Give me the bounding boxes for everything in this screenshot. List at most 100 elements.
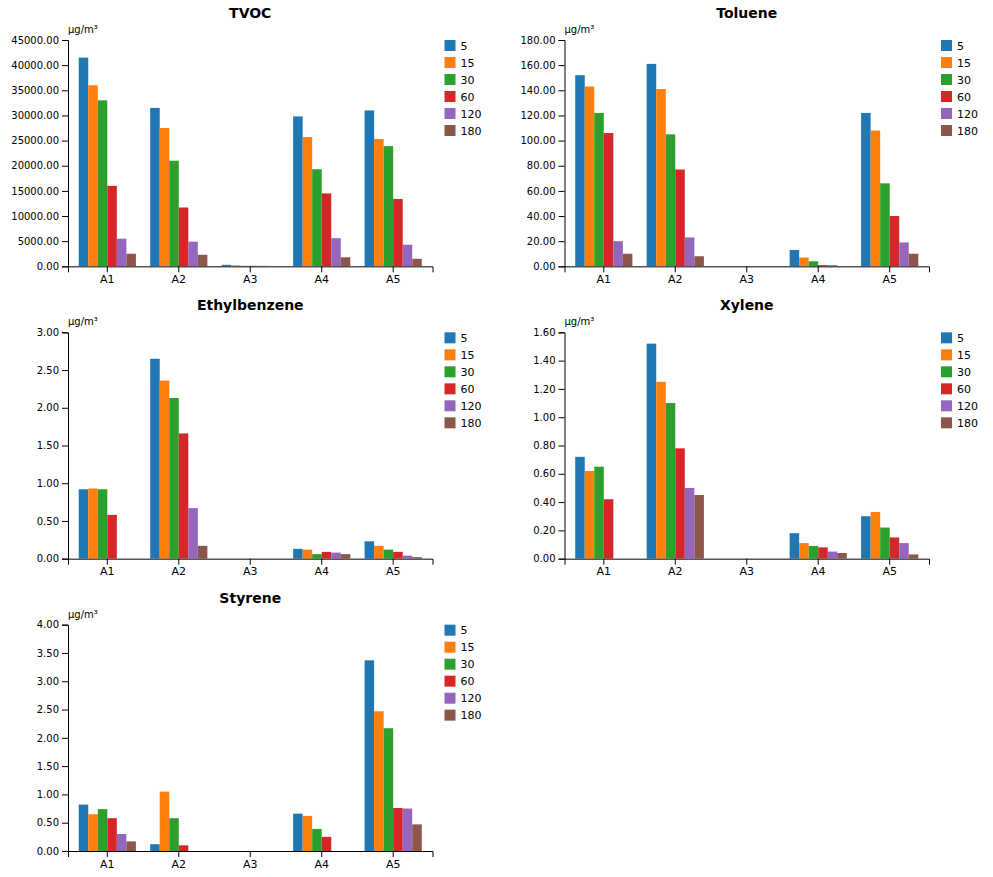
legend-swatch (445, 57, 456, 68)
bar (880, 183, 890, 266)
tick-mark (321, 851, 322, 857)
bar (160, 381, 170, 559)
tick-label: 4.00 (37, 619, 59, 630)
legend-item: 15 (941, 57, 971, 70)
tick-mark (62, 216, 68, 217)
bar (374, 139, 384, 266)
tick-mark (107, 851, 108, 857)
bar (756, 266, 766, 267)
series (575, 344, 870, 559)
tick-label: A1 (100, 858, 115, 871)
tick: A3 (243, 266, 258, 286)
bar (799, 258, 809, 267)
tick: 100.00 (521, 135, 565, 146)
legend-swatch (445, 417, 456, 428)
bar (403, 245, 413, 267)
legend-item: 180 (445, 709, 482, 722)
x-axis: A1A2A3A4A5 (565, 266, 930, 286)
series (694, 495, 918, 559)
tick-label: 3.00 (37, 327, 59, 338)
bar (365, 110, 375, 266)
tick-mark (559, 361, 565, 362)
legend-label: 5 (461, 40, 468, 53)
figure: 0.005000.0010000.0015000.0020000.0025000… (0, 0, 993, 877)
tick-mark (62, 266, 68, 267)
series (585, 382, 880, 559)
tick-mark (321, 266, 322, 272)
bar (412, 557, 422, 559)
bar (890, 216, 900, 266)
bar (241, 851, 251, 852)
series (685, 488, 909, 559)
axis-line (69, 267, 434, 273)
legend-item: 5 (445, 624, 468, 637)
legend-item: 30 (941, 74, 971, 87)
bar (790, 533, 800, 558)
tick-mark (559, 216, 565, 217)
chart: 0.005000.0010000.0015000.0020000.0025000… (11, 5, 481, 286)
series (623, 254, 918, 267)
bar (393, 808, 403, 851)
tick-label: 35000.00 (11, 85, 59, 96)
chart: 0.000.501.001.502.002.503.003.504.00A1A2… (37, 590, 482, 871)
tick: A3 (243, 559, 258, 579)
axis-title: μg/m³ (68, 609, 98, 620)
bar (756, 558, 766, 559)
tick-label: A3 (243, 858, 258, 871)
tick-label: 45000.00 (11, 35, 59, 46)
bar (169, 398, 179, 559)
bar (594, 113, 604, 266)
y-axis: 0.000.501.001.502.002.503.003.504.00 (37, 619, 69, 856)
tick-label: 3.50 (37, 648, 59, 659)
axis-line (559, 41, 566, 267)
tick-label: A2 (668, 565, 683, 578)
legend-item: 5 (941, 332, 964, 345)
tick: A4 (811, 559, 826, 579)
tick-label: 5000.00 (18, 236, 59, 247)
tick-label: 1.20 (533, 384, 555, 395)
tick-mark (559, 266, 565, 267)
legend-swatch (941, 40, 952, 51)
tick: 0.60 (533, 468, 564, 479)
tick-mark (62, 40, 68, 41)
tick-label: 0.60 (533, 468, 555, 479)
bar (241, 265, 251, 266)
series (594, 113, 889, 266)
axis-line (565, 559, 930, 565)
title: Toluene (716, 5, 777, 21)
bar (231, 558, 241, 559)
chart: 0.000.501.001.502.002.503.00A1A2A3A4A5Et… (37, 297, 482, 578)
bar (575, 75, 585, 266)
bar (412, 824, 422, 851)
bar (312, 554, 322, 559)
bar (685, 237, 695, 266)
bar (79, 805, 89, 851)
legend-swatch (941, 57, 952, 68)
legend-item: 180 (941, 125, 978, 138)
tick: 180.00 (521, 35, 565, 46)
bar (150, 359, 160, 559)
legend-label: 180 (957, 125, 978, 138)
tick-label: A4 (811, 565, 826, 578)
tick: 160.00 (521, 60, 565, 71)
bar (613, 558, 623, 559)
tick: A2 (172, 851, 187, 871)
bar (685, 488, 695, 559)
tick: A1 (100, 559, 115, 579)
legend-label: 15 (461, 57, 475, 70)
bar (250, 265, 260, 266)
tick: 1.50 (37, 440, 68, 451)
bars (79, 359, 422, 559)
tick-mark (559, 90, 565, 91)
bar (179, 207, 189, 266)
bar (331, 851, 341, 852)
series (98, 398, 393, 559)
legend-label: 15 (957, 349, 971, 362)
bar (828, 265, 838, 266)
legend-label: 120 (957, 108, 978, 121)
legend-swatch (941, 383, 952, 394)
bar (818, 265, 828, 266)
tick: 45000.00 (11, 35, 68, 46)
tick-label: 60.00 (527, 186, 556, 197)
bar (828, 552, 838, 559)
